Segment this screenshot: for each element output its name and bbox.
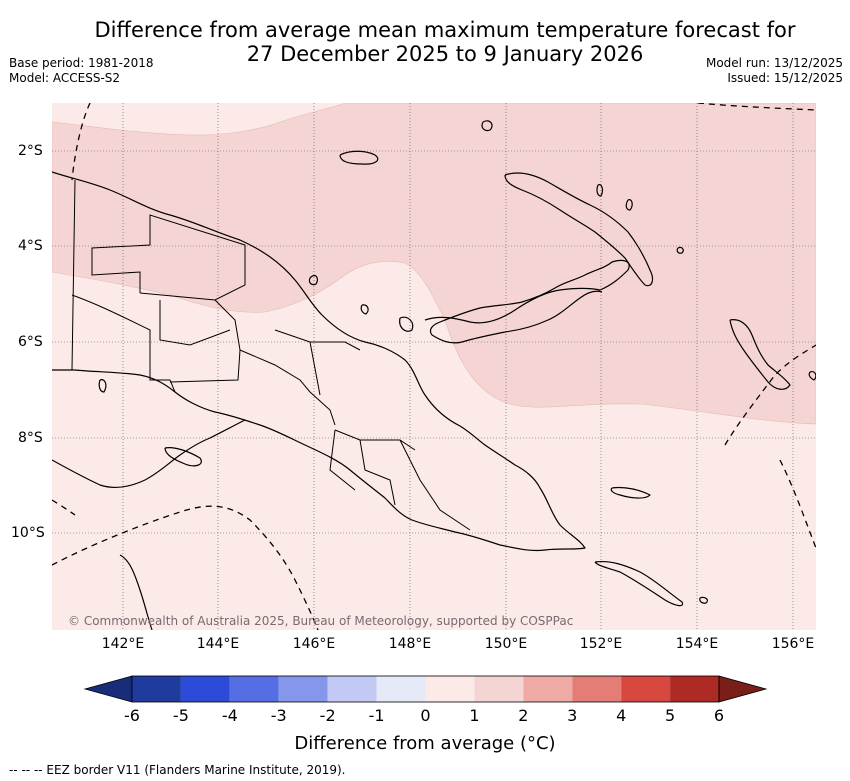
colorbar-low-extension [83, 675, 133, 703]
colorbar-tick-label: 5 [664, 706, 676, 725]
colorbar-tick-label: 0 [420, 706, 431, 725]
model-text: Model: ACCESS-S2 [9, 71, 121, 85]
lat-label-6s: 6°S [18, 334, 43, 350]
anomaly-region-1-2 [52, 103, 816, 425]
colorbar-segment [278, 676, 328, 702]
coastline [52, 120, 816, 630]
lat-label-2s: 2°S [18, 143, 43, 159]
colorbar-segment [376, 676, 426, 702]
colorbar-tick-label: 2 [518, 706, 529, 725]
lat-label-4s: 4°S [18, 238, 43, 254]
title-line-2: 27 December 2025 to 9 January 2026 [246, 42, 644, 66]
lon-label-156e: 156°E [771, 636, 815, 652]
colorbar-tick-label: -2 [319, 706, 336, 725]
base-period-text: Base period: 1981-2018 [9, 56, 154, 70]
colorbar-tick-label: -4 [221, 706, 238, 725]
lon-label-142e: 142°E [101, 636, 145, 652]
lon-label-152e: 152°E [579, 636, 623, 652]
colorbar-tick-label: -6 [124, 706, 140, 725]
colorbar-border [131, 675, 720, 703]
graticule [52, 103, 816, 630]
model-run-text: Model run: 13/12/2025 [705, 56, 843, 70]
lon-label-146e: 146°E [292, 636, 336, 652]
colorbar-tick-label: 4 [616, 706, 627, 725]
colorbar-segment [572, 676, 622, 702]
map-title: Difference from average mean maximum tem… [60, 18, 830, 66]
lon-label-144e: 144°E [196, 636, 240, 652]
colorbar-title: Difference from average (°C) [294, 733, 556, 754]
colorbar-high-extension [718, 675, 768, 703]
colorbar-segment [474, 676, 524, 702]
colorbar-tick-label: -3 [270, 706, 287, 725]
colorbar-tick-label: 1 [469, 706, 480, 725]
meta-left: Base period: 1981-2018 Model: ACCESS-S2 [9, 56, 154, 86]
colorbar-segment [670, 676, 719, 702]
colorbar-tick-label: -1 [368, 706, 385, 725]
colorbar-segment [132, 676, 181, 702]
colorbar-segment [621, 676, 671, 702]
lon-label-154e: 154°E [675, 636, 719, 652]
colorbar-segment [180, 676, 230, 702]
copyright-text: © Commonwealth of Australia 2025, Bureau… [68, 614, 574, 628]
title-line-1: Difference from average mean maximum tem… [94, 18, 796, 42]
province-borders [71, 179, 471, 531]
meta-right: Model run: 13/12/2025 Issued: 15/12/2025 [706, 56, 843, 86]
colorbar-segment [229, 676, 279, 702]
colorbar-tick-label: -5 [172, 706, 189, 725]
colorbar-tick-label: 6 [713, 706, 725, 725]
lon-label-148e: 148°E [388, 636, 432, 652]
colorbar-segment [327, 676, 377, 702]
lat-label-8s: 8°S [18, 430, 43, 446]
lat-label-10s: 10°S [11, 525, 45, 541]
eez-legend-note: -- -- -- EEZ border V11 (Flanders Marine… [9, 763, 346, 777]
eez-border [52, 103, 816, 630]
colorbar-tick-label: 3 [567, 706, 578, 725]
colorbar-segment [523, 676, 573, 702]
colorbar-segment [425, 676, 475, 702]
issued-text: Issued: 15/12/2025 [727, 71, 843, 85]
lon-label-150e: 150°E [484, 636, 528, 652]
